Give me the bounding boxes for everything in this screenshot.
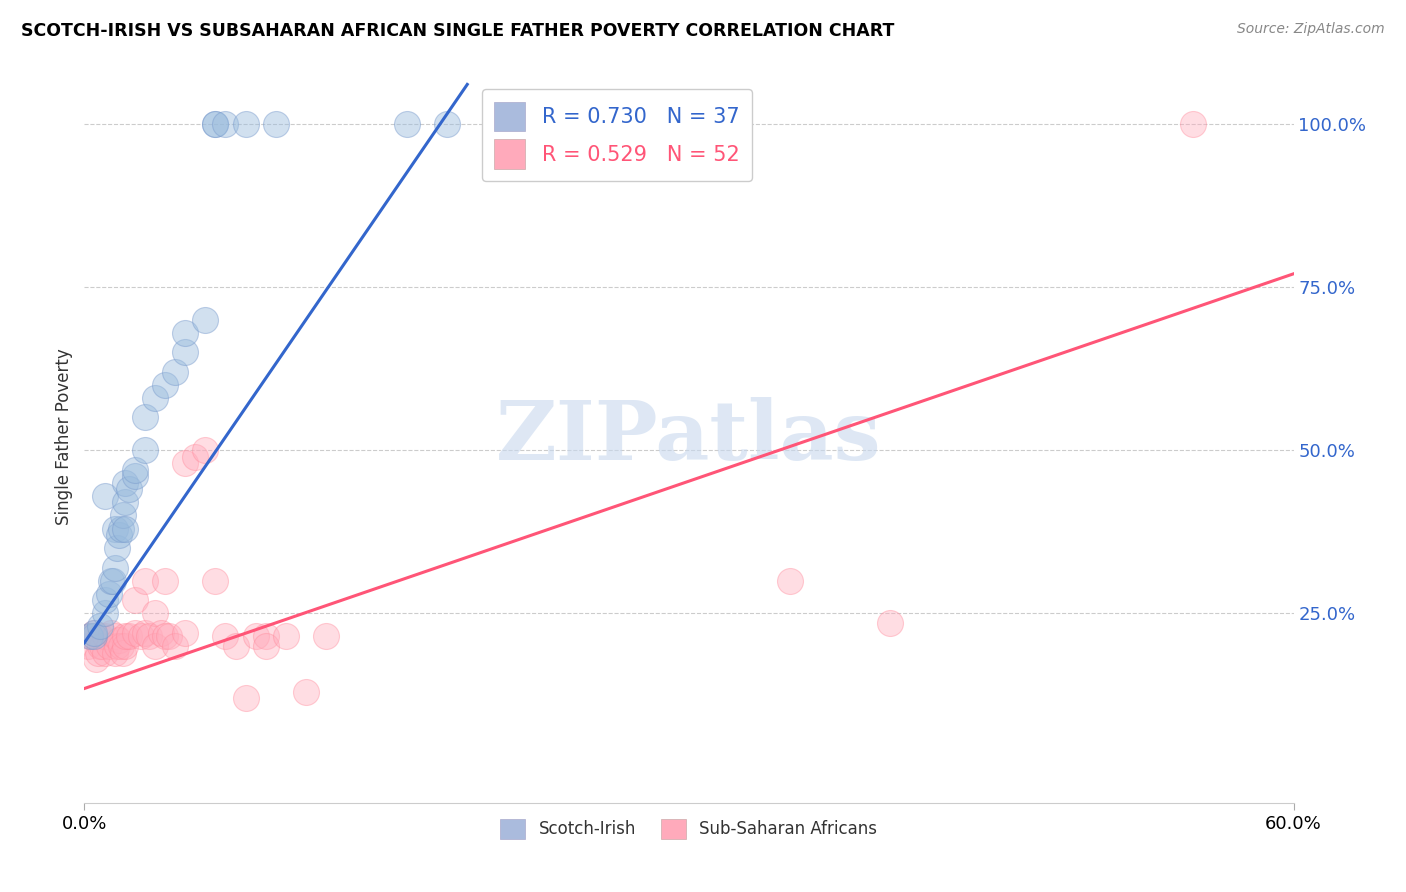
Point: [214, 117, 236, 131]
Point: [93, 607, 115, 621]
Point: [83, 626, 105, 640]
Point: [254, 639, 277, 653]
Point: [124, 463, 146, 477]
Point: [264, 117, 287, 131]
Point: [149, 626, 172, 640]
Point: [114, 629, 136, 643]
Y-axis label: Single Father Poverty: Single Father Poverty: [55, 349, 73, 525]
Point: [204, 117, 226, 131]
Point: [235, 691, 257, 706]
Point: [214, 629, 236, 643]
Point: [110, 639, 132, 653]
Point: [165, 365, 187, 379]
Point: [254, 629, 277, 643]
Point: [82, 629, 104, 643]
Point: [114, 495, 136, 509]
Point: [174, 456, 197, 470]
Point: [274, 629, 297, 643]
Point: [93, 593, 115, 607]
Point: [134, 574, 156, 588]
Point: [395, 117, 418, 131]
Point: [107, 528, 129, 542]
Point: [104, 629, 127, 643]
Text: SCOTCH-IRISH VS SUBSAHARAN AFRICAN SINGLE FATHER POVERTY CORRELATION CHART: SCOTCH-IRISH VS SUBSAHARAN AFRICAN SINGL…: [21, 22, 894, 40]
Point: [779, 574, 801, 588]
Point: [143, 639, 166, 653]
Point: [83, 629, 105, 643]
Point: [235, 117, 257, 131]
Point: [83, 626, 105, 640]
Point: [114, 639, 136, 653]
Point: [104, 560, 127, 574]
Point: [295, 685, 318, 699]
Point: [129, 629, 152, 643]
Point: [143, 607, 166, 621]
Point: [111, 646, 134, 660]
Point: [124, 626, 146, 640]
Point: [114, 521, 136, 535]
Point: [89, 629, 111, 643]
Point: [105, 639, 128, 653]
Point: [93, 646, 115, 660]
Point: [118, 483, 141, 497]
Point: [204, 574, 226, 588]
Point: [1181, 117, 1204, 131]
Legend: Scotch-Irish, Sub-Saharan Africans: Scotch-Irish, Sub-Saharan Africans: [494, 812, 884, 846]
Point: [105, 541, 128, 555]
Point: [225, 639, 247, 653]
Point: [89, 639, 111, 653]
Point: [107, 632, 129, 647]
Point: [184, 450, 207, 464]
Point: [97, 639, 120, 653]
Point: [436, 117, 458, 131]
Point: [79, 629, 101, 643]
Text: ZIPatlas: ZIPatlas: [496, 397, 882, 477]
Point: [315, 629, 337, 643]
Text: Source: ZipAtlas.com: Source: ZipAtlas.com: [1237, 22, 1385, 37]
Point: [134, 626, 156, 640]
Point: [174, 326, 197, 340]
Point: [89, 619, 111, 633]
Point: [174, 626, 197, 640]
Point: [153, 629, 176, 643]
Point: [153, 574, 176, 588]
Point: [114, 475, 136, 490]
Point: [110, 521, 132, 535]
Point: [194, 312, 217, 326]
Point: [100, 626, 122, 640]
Point: [245, 629, 267, 643]
Point: [165, 639, 187, 653]
Point: [101, 574, 124, 588]
Point: [77, 639, 100, 653]
Point: [91, 639, 114, 653]
Point: [93, 629, 115, 643]
Point: [104, 646, 127, 660]
Point: [93, 489, 115, 503]
Point: [134, 410, 156, 425]
Point: [97, 587, 120, 601]
Point: [111, 508, 134, 523]
Point: [134, 443, 156, 458]
Point: [143, 391, 166, 405]
Point: [157, 629, 180, 643]
Point: [100, 574, 122, 588]
Point: [194, 443, 217, 458]
Point: [86, 652, 108, 666]
Point: [138, 629, 160, 643]
Point: [87, 646, 110, 660]
Point: [124, 469, 146, 483]
Point: [204, 117, 226, 131]
Point: [153, 377, 176, 392]
Point: [118, 629, 141, 643]
Point: [79, 629, 101, 643]
Point: [174, 345, 197, 359]
Point: [124, 593, 146, 607]
Point: [104, 521, 127, 535]
Point: [879, 616, 901, 631]
